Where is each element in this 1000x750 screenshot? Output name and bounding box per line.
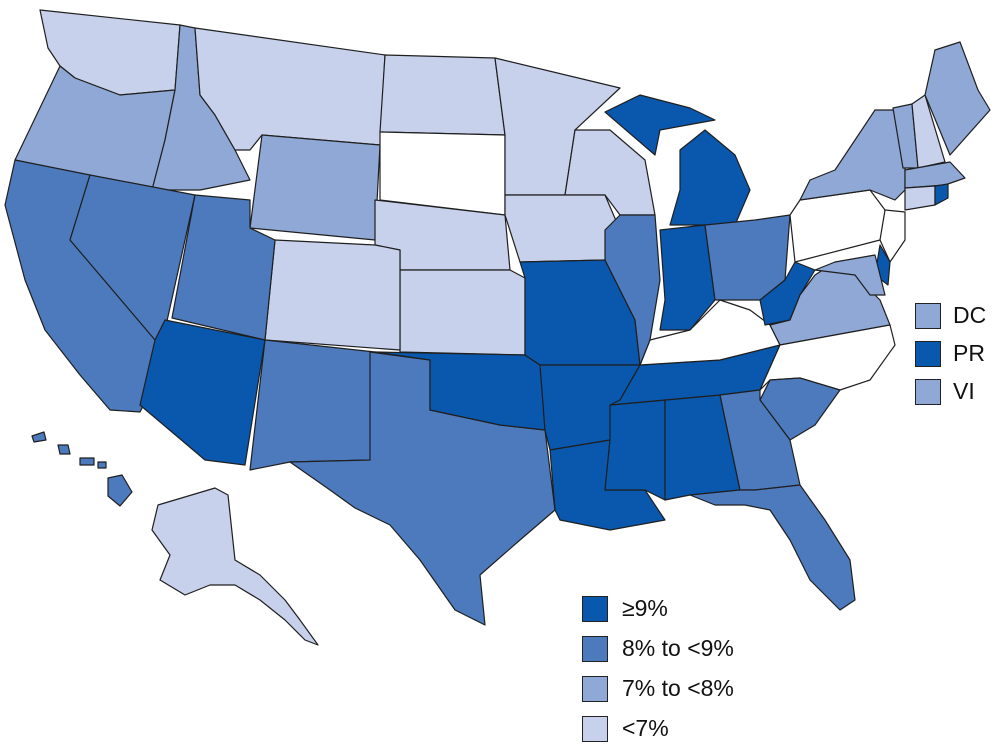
state-ny bbox=[799, 109, 906, 201]
legend-class-lt7: <7% bbox=[582, 715, 669, 742]
legend-swatch bbox=[582, 715, 608, 742]
legend-swatch bbox=[582, 595, 608, 622]
territory-label: PR bbox=[953, 340, 985, 366]
state-il bbox=[604, 214, 661, 366]
state-ky bbox=[639, 299, 781, 366]
legend-label: ≥9% bbox=[622, 595, 668, 621]
legend-swatch bbox=[582, 635, 608, 662]
legend-swatch bbox=[582, 675, 608, 702]
state-ri bbox=[934, 183, 949, 206]
legend-territory-pr: PR bbox=[915, 340, 985, 367]
state-az bbox=[139, 319, 266, 466]
state-ct bbox=[904, 185, 936, 211]
state-md bbox=[814, 254, 886, 296]
legend-class-ge9: ≥9% bbox=[582, 595, 668, 622]
legend-class-7-8: 7% to <8% bbox=[582, 675, 734, 702]
territory-swatch bbox=[915, 378, 941, 405]
state-fl bbox=[689, 484, 856, 611]
state-nh bbox=[911, 94, 946, 169]
state-ms bbox=[604, 399, 666, 501]
state-wy bbox=[249, 134, 381, 241]
state-pa bbox=[789, 189, 886, 263]
state-co bbox=[264, 239, 401, 351]
territory-swatch bbox=[915, 302, 941, 329]
state-hi bbox=[31, 431, 133, 507]
state-ks bbox=[399, 269, 526, 356]
state-me bbox=[924, 41, 991, 156]
state-ia bbox=[504, 194, 621, 263]
legend-label: 8% to <9% bbox=[622, 635, 734, 661]
legend-territory-dc: DC bbox=[915, 302, 986, 329]
legend-label: <7% bbox=[622, 715, 669, 741]
state-nm bbox=[249, 339, 376, 471]
territory-swatch bbox=[915, 340, 941, 367]
state-ma bbox=[904, 161, 966, 189]
state-wv bbox=[759, 261, 816, 326]
legend-class-8-9: 8% to <9% bbox=[582, 635, 734, 662]
territory-label: DC bbox=[953, 302, 987, 328]
state-ut bbox=[171, 194, 276, 341]
territory-label: VI bbox=[953, 378, 975, 404]
legend-label: 7% to <8% bbox=[622, 675, 734, 701]
legend-territory-vi: VI bbox=[915, 378, 975, 405]
state-ak bbox=[151, 487, 319, 646]
state-nj bbox=[879, 209, 906, 263]
state-nd bbox=[379, 54, 506, 136]
